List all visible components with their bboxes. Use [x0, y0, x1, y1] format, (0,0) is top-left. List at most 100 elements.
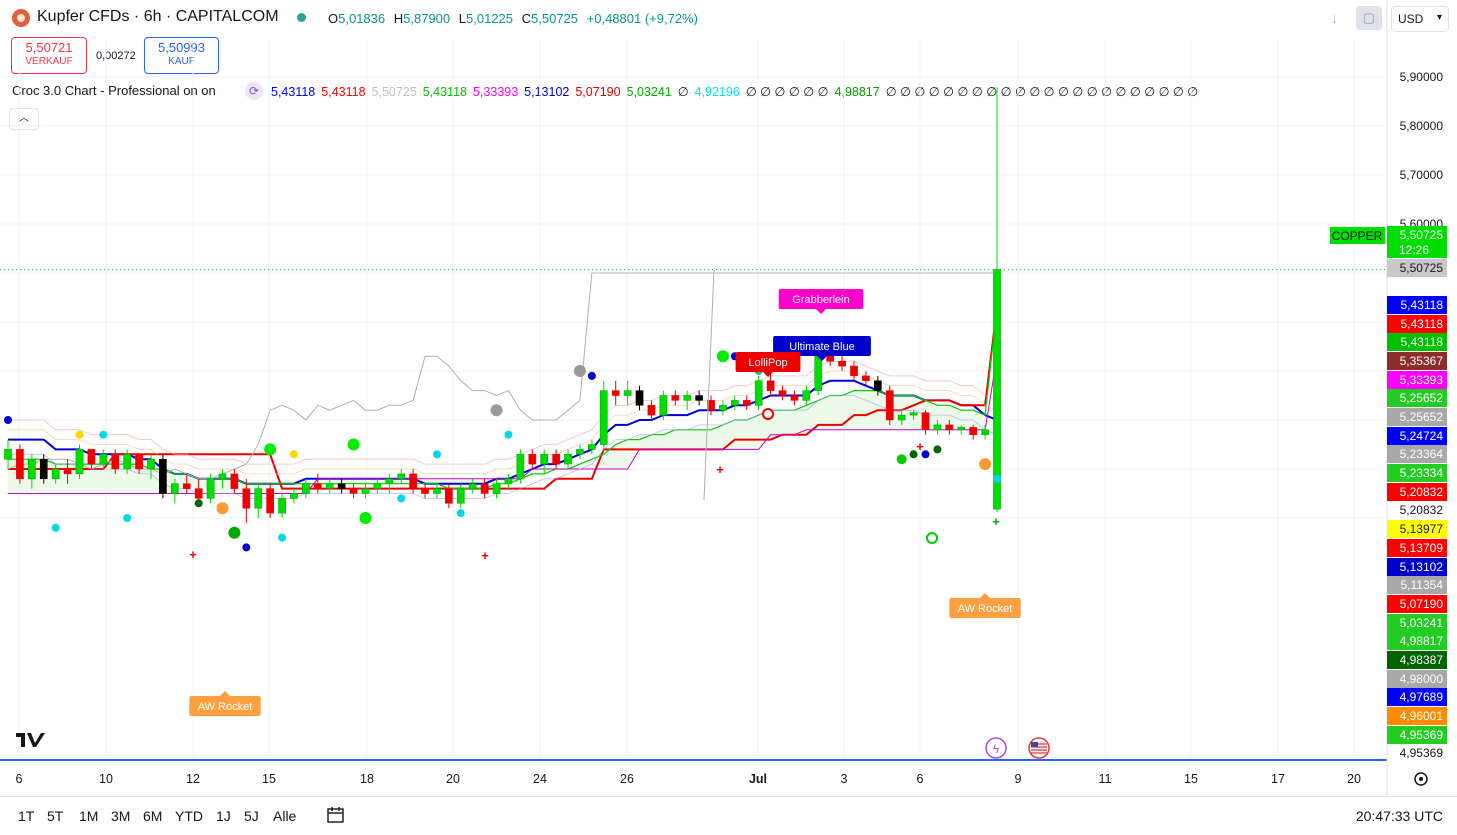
candle-body — [456, 488, 465, 504]
signal-annotation: Grabberlein — [778, 289, 864, 314]
time-tick: 6 — [16, 772, 23, 786]
annotation-box — [778, 289, 864, 309]
time-tick: 15 — [1184, 772, 1198, 786]
candle-body — [51, 468, 60, 480]
time-tick: 12 — [186, 772, 200, 786]
candle-body — [445, 488, 453, 504]
candle-body — [4, 449, 12, 460]
signal-dot — [716, 350, 729, 363]
ohlc-close-label: C — [521, 11, 532, 26]
symbol-title[interactable]: Kupfer CFDs · 6h · CAPITALCOM — [37, 8, 279, 25]
annotation-box — [735, 352, 801, 372]
candle-body — [921, 412, 930, 431]
candle-body — [742, 400, 751, 406]
price-level-tag — [1387, 558, 1447, 576]
calendar-goto-icon[interactable] — [326, 806, 346, 824]
signal-dot — [397, 494, 406, 503]
candle-body — [504, 478, 513, 484]
price-level-text: 4,98817 — [1400, 634, 1444, 648]
candle-body — [385, 478, 394, 484]
download-arrow-icon[interactable]: ↓ — [1331, 10, 1338, 26]
time-tick: 6 — [917, 772, 924, 786]
ohlc-readout: O5,01836 H5,87900 L5,01225 C5,50725 +0,4… — [328, 11, 703, 26]
annotation-box — [949, 598, 1021, 618]
price-tick: 5,20832 — [1400, 503, 1444, 517]
ohlc-close: 5,50725 — [531, 11, 579, 26]
candle-body — [981, 429, 989, 435]
range-button[interactable]: 3M — [111, 808, 131, 824]
candle-body — [337, 483, 346, 489]
annotation-pointer — [220, 691, 230, 696]
indicator-value: 4,98817 — [834, 85, 880, 99]
price-tick: 5,70000 — [1400, 168, 1444, 182]
price-level-tag — [1387, 464, 1447, 482]
price-level-tag — [1387, 389, 1447, 407]
flag-canton — [1031, 742, 1038, 747]
dividend-event-icon[interactable] — [985, 737, 1007, 759]
candle-body — [814, 356, 823, 391]
candle-body — [480, 483, 489, 494]
price-level-text: 5,11354 — [1401, 578, 1444, 592]
candle-body — [897, 414, 906, 421]
last-price-tag — [1387, 226, 1447, 258]
candle-body — [528, 454, 537, 465]
candle-body — [647, 405, 656, 416]
market-open-indicator — [297, 13, 306, 22]
chart-grid — [0, 0, 1388, 796]
range-button[interactable]: 1M — [79, 808, 99, 824]
annotation-pointer — [980, 593, 990, 598]
candle-body — [695, 395, 703, 401]
candle-body — [468, 483, 477, 489]
candle-body — [659, 395, 668, 416]
price-level-text: 5,25652 — [1400, 391, 1444, 405]
range-button[interactable]: YTD — [175, 808, 203, 824]
range-button[interactable]: 5J — [244, 808, 259, 824]
annotation-text: Ultimate Blue — [789, 341, 854, 353]
candle-body — [516, 454, 525, 480]
range-button[interactable]: 1T — [18, 808, 35, 824]
signal-dot — [75, 430, 84, 439]
ohlc-high-label: H — [393, 11, 404, 26]
cross-marker: + — [189, 547, 197, 562]
utc-clock[interactable]: 20:47:33 UTC — [1355, 808, 1443, 824]
price-level-tag — [1387, 576, 1447, 594]
candle-body — [862, 375, 870, 382]
price-level-tag — [1387, 483, 1447, 501]
price-level-tag — [1387, 520, 1447, 538]
range-button[interactable]: 1J — [216, 808, 231, 824]
signal-dot — [979, 458, 992, 471]
price-level-text: 5,13709 — [1400, 541, 1444, 555]
currency-select[interactable]: USD ▾ — [1391, 6, 1449, 32]
sell-button[interactable]: 5,50721 VERKAUF — [11, 37, 87, 74]
candle-body — [242, 488, 251, 509]
lightning-icon: ϟ — [993, 742, 1000, 756]
range-button[interactable]: 5T — [47, 808, 64, 824]
indicator-value: ∅ — [677, 85, 689, 99]
indicator-value: 4,92196 — [694, 85, 740, 99]
range-button[interactable]: Alle — [273, 808, 297, 824]
candle-body — [909, 412, 918, 416]
candle-body — [302, 483, 310, 494]
annotation-text: LolliPop — [748, 357, 787, 369]
price-level-text: 4,96001 — [1400, 709, 1444, 723]
sell-label: VERKAUF — [25, 56, 73, 67]
cross-marker: + — [716, 462, 724, 477]
settings-gear-icon[interactable] — [1414, 772, 1428, 786]
indicator-refresh-icon[interactable]: ⟳ — [245, 82, 263, 100]
annotation-pointer — [817, 356, 827, 361]
candle-body — [599, 390, 608, 445]
collapse-legend-button[interactable]: ︿ — [9, 108, 39, 130]
price-level-text: 5,23334 — [1400, 466, 1444, 480]
price-level-text: 5,07190 — [1400, 597, 1444, 611]
countdown-text: 12:26 — [1399, 243, 1429, 257]
range-button[interactable]: 6M — [143, 808, 163, 824]
signal-dot — [909, 450, 918, 459]
candle-body — [623, 390, 632, 396]
signal-dot — [289, 450, 298, 459]
indicator-name[interactable]: Croc 3.0 Chart - Professional on on — [12, 83, 216, 98]
snapshot-button[interactable]: ▢ — [1356, 6, 1382, 30]
signal-markers: + + + + + — [4, 269, 1001, 563]
currency-value: USD — [1398, 12, 1424, 26]
symbol-tag-text: COPPER — [1332, 229, 1383, 243]
